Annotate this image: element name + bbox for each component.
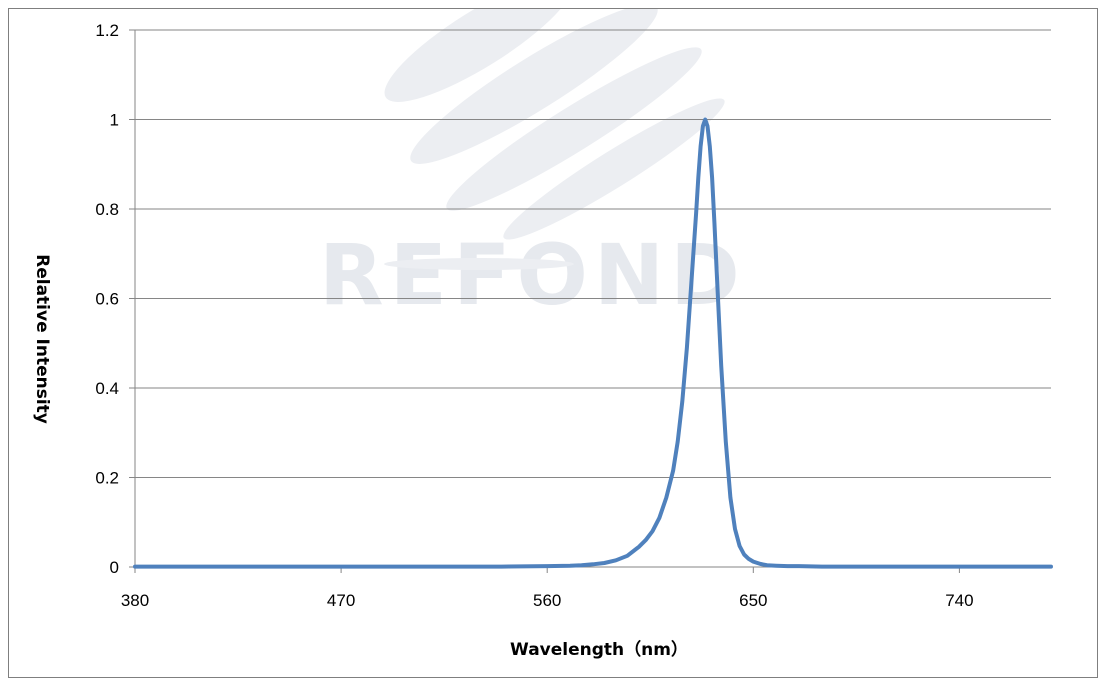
y-tick-label: 1 <box>110 111 119 130</box>
x-axis-title: Wavelength（nm） <box>510 639 688 660</box>
y-axis-title: Relative Intensity <box>32 254 52 424</box>
y-tick-label: 0.4 <box>95 379 119 398</box>
x-tick-label: 560 <box>533 591 561 610</box>
x-tick-label: 470 <box>327 591 355 610</box>
x-tick-labels: 380 470 560 650 740 <box>121 591 974 610</box>
series-line <box>133 117 1053 569</box>
y-tick-label: 0 <box>110 558 119 577</box>
chart-frame: REFOND 380 470 560 650 740 0 0.2 0.4 0.6 0.8 1 1.2… <box>8 8 1098 678</box>
gridlines <box>129 29 1051 568</box>
y-tick-label: 0.6 <box>95 290 119 309</box>
series-layer <box>133 117 1053 569</box>
watermark-text: REFOND <box>319 226 746 324</box>
x-tick-label: 740 <box>945 591 973 610</box>
x-tick-label: 650 <box>739 591 767 610</box>
y-tick-label: 1.2 <box>95 21 119 40</box>
y-tick-label: 0.2 <box>95 469 119 488</box>
spectrum-chart: REFOND 380 470 560 650 740 0 0.2 0.4 0.6 0.8 1 1.2… <box>32 9 1053 660</box>
watermark-logo: REFOND <box>319 9 746 324</box>
x-tick-label: 380 <box>121 591 149 610</box>
y-tick-label: 0.8 <box>95 200 119 219</box>
y-tick-labels: 0 0.2 0.4 0.6 0.8 1 1.2 <box>95 21 119 577</box>
